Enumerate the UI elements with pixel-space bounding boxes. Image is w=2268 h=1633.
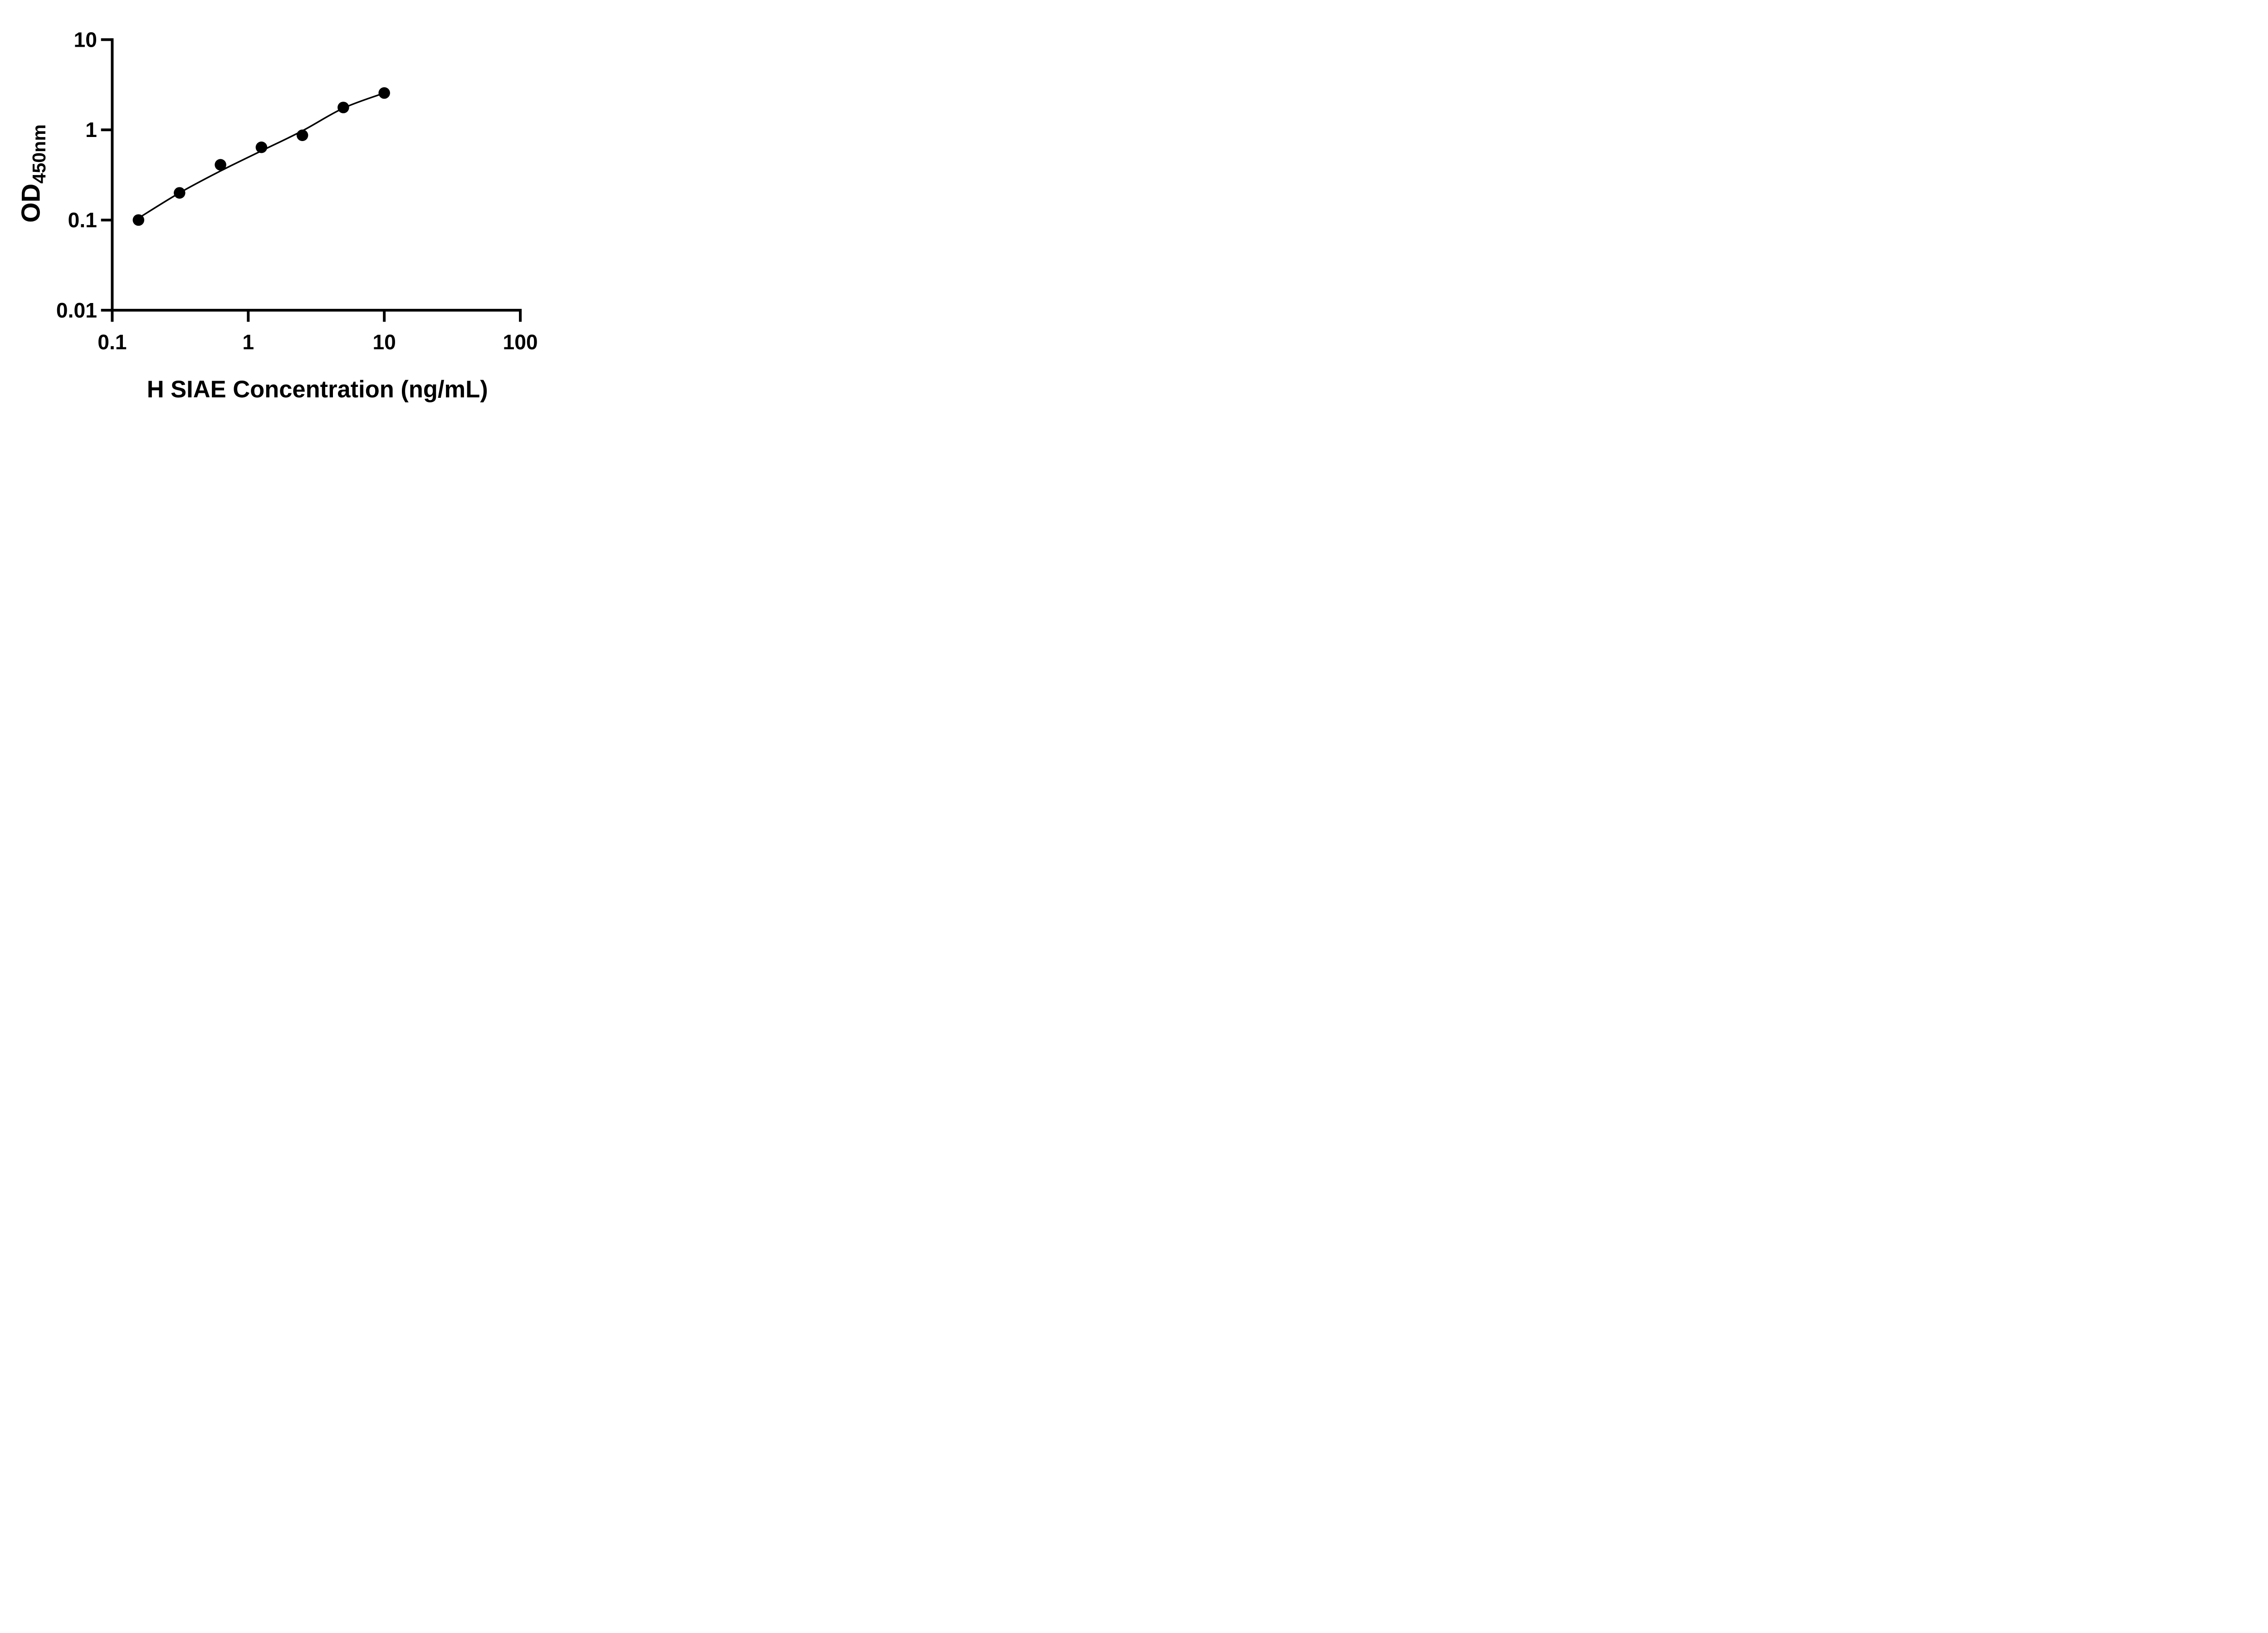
x-tick-label-10: 10: [372, 330, 396, 354]
data-point-4: [255, 142, 268, 153]
y-axis-title-main: OD: [16, 184, 45, 223]
y-tick-label-0.1: 0.1: [68, 208, 97, 232]
fit-curve-group: [137, 92, 385, 219]
y-tick-label-10: 10: [73, 28, 97, 51]
data-points-group: [132, 87, 390, 226]
x-tick-label-100: 100: [503, 330, 538, 354]
y-tick-label-0.01: 0.01: [56, 298, 97, 322]
data-point-7: [378, 87, 390, 99]
x-tick-label-0.1: 0.1: [98, 330, 127, 354]
y-axis-title: OD450nm: [16, 124, 49, 223]
y-axis-title-subscript: 450nm: [29, 124, 49, 184]
x-axis-title: H SIAE Concentration (ng/mL): [147, 376, 488, 403]
standard-curve-line: [137, 92, 385, 219]
tick-marks-group: [101, 38, 522, 322]
data-point-2: [174, 187, 186, 199]
axis-titles-group: H SIAE Concentration (ng/mL) OD450nm: [16, 124, 488, 403]
elisa-standard-curve-figure: 0.01 0.1 1 10 0.1 1 10 100 H SIAE Concentration…: [0, 0, 583, 408]
data-point-6: [337, 102, 349, 113]
axes-group: [111, 38, 522, 312]
data-point-5: [296, 129, 308, 142]
data-point-1: [132, 214, 145, 226]
data-point-3: [215, 159, 226, 171]
x-tick-label-1: 1: [242, 330, 254, 354]
y-tick-label-1: 1: [85, 118, 97, 142]
